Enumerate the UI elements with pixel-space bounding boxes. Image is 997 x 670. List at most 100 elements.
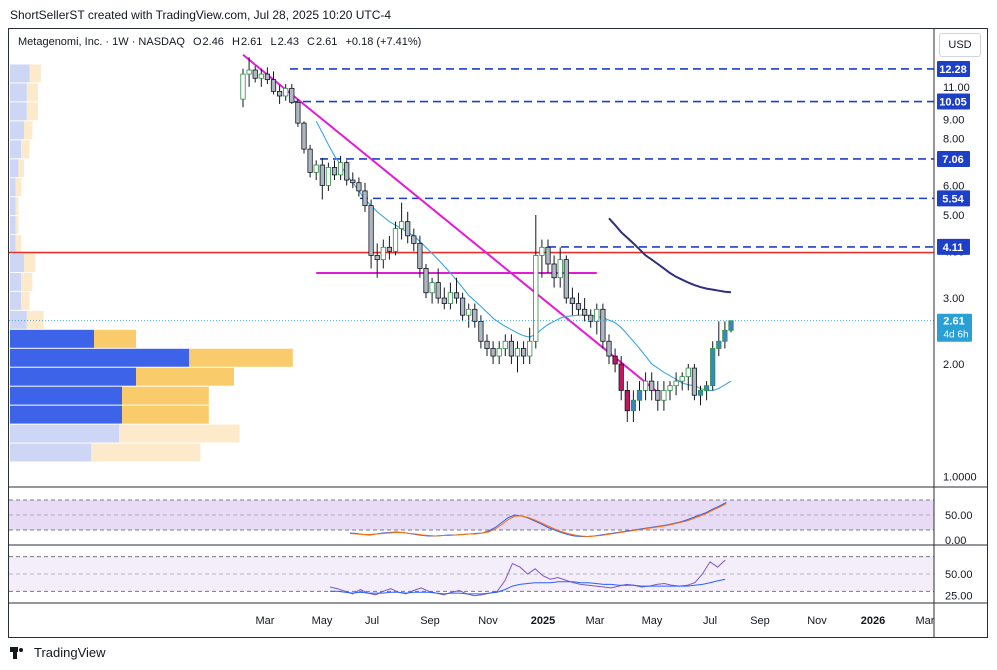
candle-body[interactable] — [575, 303, 582, 310]
volume-profile-up-bar — [10, 272, 22, 291]
candle-body[interactable] — [618, 363, 624, 391]
candle-body[interactable] — [264, 73, 271, 81]
close-key: C — [307, 36, 315, 48]
candle-body[interactable] — [331, 167, 338, 176]
candle-body[interactable] — [557, 259, 563, 279]
time-axis-label: Jul — [365, 615, 379, 627]
candle-body[interactable] — [423, 268, 429, 294]
time-axis-label: May — [312, 615, 333, 627]
candle-body[interactable] — [661, 390, 667, 401]
candle-body[interactable] — [643, 380, 649, 391]
candle-body[interactable] — [716, 340, 722, 349]
candle-body[interactable] — [380, 246, 386, 261]
candle-body[interactable] — [667, 385, 673, 391]
candle-body[interactable] — [697, 390, 704, 396]
magenta-trendline — [242, 54, 659, 394]
candle-body[interactable] — [710, 348, 716, 387]
volume-profile-down-bar — [18, 159, 24, 178]
time-axis-label: 2026 — [861, 615, 885, 627]
candle-body[interactable] — [362, 190, 368, 206]
candle-body[interactable] — [258, 73, 264, 79]
level-price-tag — [937, 93, 970, 110]
volume-profile-down-bar — [15, 235, 22, 254]
candle-body[interactable] — [472, 308, 478, 322]
candle-body[interactable] — [514, 348, 521, 357]
candle-body[interactable] — [582, 308, 588, 316]
candle-body[interactable] — [325, 167, 332, 186]
candle-body[interactable] — [350, 179, 356, 184]
candle-body[interactable] — [655, 390, 661, 401]
currency-button[interactable]: USD — [939, 33, 981, 57]
candle-body[interactable] — [704, 385, 710, 391]
candle-body[interactable] — [392, 228, 399, 252]
candle-body[interactable] — [429, 282, 435, 294]
candle-body[interactable] — [484, 340, 490, 349]
candle-body[interactable] — [246, 69, 252, 75]
candle-body[interactable] — [441, 297, 447, 304]
candle-body[interactable] — [319, 164, 325, 186]
candle-body[interactable] — [728, 320, 734, 331]
candle-body[interactable] — [606, 340, 612, 357]
candle-body[interactable] — [545, 246, 551, 265]
candle-body[interactable] — [539, 246, 545, 256]
candle-body[interactable] — [551, 263, 557, 279]
candle-body[interactable] — [569, 297, 576, 304]
footer-brand[interactable]: TradingView — [10, 645, 106, 660]
volume-profile-up-bar — [10, 159, 19, 178]
candle-body[interactable] — [459, 297, 466, 316]
candle-body[interactable] — [649, 380, 655, 391]
candle-body[interactable] — [283, 87, 289, 97]
candle-body[interactable] — [313, 164, 319, 173]
candle-body[interactable] — [496, 348, 502, 357]
time-axis-label: Jul — [703, 615, 717, 627]
candle-body[interactable] — [252, 69, 258, 79]
candle-body[interactable] — [270, 79, 277, 92]
candle-body[interactable] — [307, 148, 313, 173]
candle-body[interactable] — [374, 255, 380, 261]
symbol-title[interactable]: Metagenomi, Inc. · 1W · NASDAQ — [18, 36, 185, 48]
candle-body[interactable] — [630, 399, 637, 412]
volume-profile-up-bar — [10, 102, 27, 121]
candle-body[interactable] — [289, 87, 295, 103]
candle-body[interactable] — [691, 367, 698, 396]
candle-body[interactable] — [679, 376, 685, 382]
candle-body[interactable] — [337, 162, 344, 176]
candle-body[interactable] — [417, 242, 423, 269]
candle-body[interactable] — [240, 73, 246, 100]
volume-profile-down-bar — [21, 291, 30, 310]
candle-body[interactable] — [612, 355, 618, 365]
candle-body[interactable] — [527, 340, 533, 357]
candle-body[interactable] — [356, 182, 362, 192]
candle-body[interactable] — [508, 340, 515, 357]
candle-body[interactable] — [301, 122, 307, 150]
candle-body[interactable] — [673, 380, 679, 387]
candle-body[interactable] — [594, 308, 600, 322]
candle-body[interactable] — [588, 314, 594, 322]
candle-body[interactable] — [521, 348, 527, 357]
candle-body[interactable] — [405, 221, 411, 237]
candle-body[interactable] — [447, 292, 454, 304]
candle-body[interactable] — [600, 308, 606, 342]
volume-profile-up-bar — [10, 254, 24, 272]
candle-body[interactable] — [624, 390, 630, 412]
candle-body[interactable] — [435, 282, 441, 299]
candle-body[interactable] — [398, 221, 405, 229]
candle-body[interactable] — [478, 320, 484, 342]
candle-body[interactable] — [533, 255, 539, 342]
candle-body[interactable] — [466, 308, 472, 316]
candle-body[interactable] — [368, 205, 374, 256]
candle-body[interactable] — [295, 101, 301, 124]
candle-body[interactable] — [563, 259, 569, 299]
candle-body[interactable] — [490, 348, 496, 357]
candle-body[interactable] — [502, 340, 508, 349]
candle-body[interactable] — [722, 329, 728, 342]
volume-profile-up-bar — [10, 348, 190, 367]
candle-body[interactable] — [386, 246, 393, 252]
candle-body[interactable] — [636, 390, 643, 401]
candle-body[interactable] — [685, 367, 691, 378]
candle-body[interactable] — [276, 90, 283, 97]
candle-body[interactable] — [411, 235, 417, 244]
candle-body[interactable] — [344, 162, 350, 181]
candle-body[interactable] — [453, 292, 460, 299]
